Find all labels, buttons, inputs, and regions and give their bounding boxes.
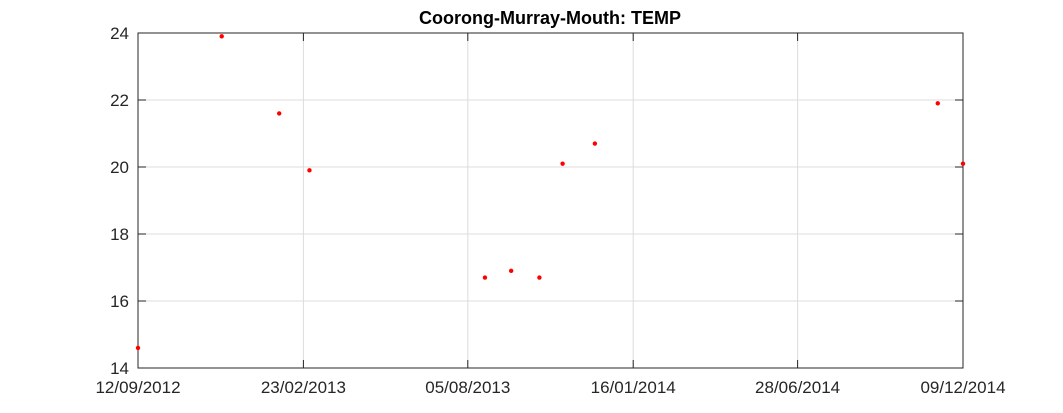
chart-title: Coorong-Murray-Mouth: TEMP [419, 8, 681, 28]
tick-labels: 12/09/2012 23/02/2013 05/08/2013 16/01/2014… [95, 24, 1005, 397]
data-point [307, 168, 312, 173]
data-point [560, 161, 565, 166]
data-points [135, 34, 966, 351]
data-point [135, 345, 141, 351]
data-point [219, 34, 224, 39]
x-tick-label: 05/08/2013 [425, 378, 510, 397]
y-tick-label: 14 [110, 359, 129, 378]
axes-frame [137, 32, 964, 369]
data-point [482, 275, 488, 280]
data-point [960, 161, 966, 166]
y-tick-label: 16 [110, 292, 129, 311]
grid-lines [138, 33, 963, 368]
y-tick-label: 20 [110, 158, 129, 177]
plot-area [138, 33, 963, 368]
data-point [592, 141, 598, 146]
x-tick-label: 28/06/2014 [755, 378, 840, 397]
data-point [508, 268, 514, 274]
data-point [276, 111, 282, 116]
data-point [537, 275, 542, 280]
plot-frame [137, 32, 964, 369]
data-point [935, 101, 940, 106]
y-tick-label: 22 [110, 91, 129, 110]
y-tick-label: 18 [110, 225, 129, 244]
axis-ticks [137, 32, 964, 369]
x-tick-label: 23/02/2013 [261, 378, 346, 397]
x-tick-label: 16/01/2014 [591, 378, 676, 397]
y-tick-label: 24 [110, 24, 129, 43]
x-tick-label: 12/09/2012 [95, 378, 180, 397]
x-tick-label: 09/12/2014 [920, 378, 1005, 397]
